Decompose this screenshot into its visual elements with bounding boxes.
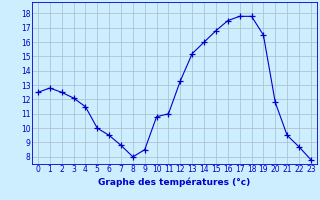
X-axis label: Graphe des températures (°c): Graphe des températures (°c) (98, 177, 251, 187)
